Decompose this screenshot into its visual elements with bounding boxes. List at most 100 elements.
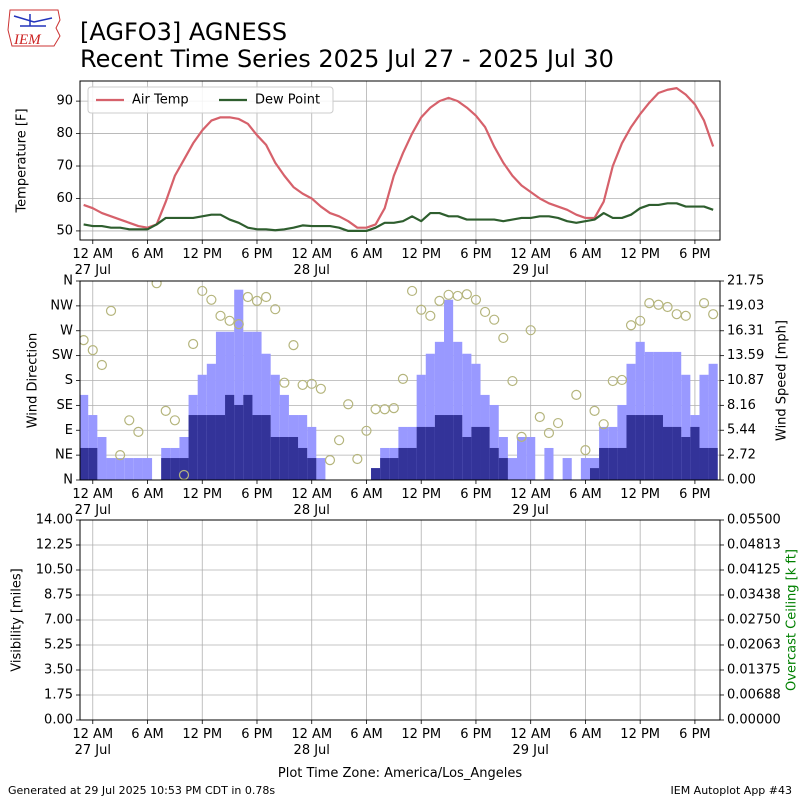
x-tick-label: 6 PM [679,727,710,742]
point [297,379,308,391]
y2-tick-label: 0.00 [727,473,756,488]
y-tick-label: S [65,373,73,388]
bar [124,458,134,480]
y2-tick-label: 13.59 [727,348,764,363]
point [534,411,545,423]
point [698,298,710,309]
x-tick-label: 6 AM [569,247,602,262]
logo-outline [7,9,61,47]
x-tick-label: 6 AM [569,487,602,502]
y-tick-label: 0.00 [44,713,73,728]
bar [434,415,445,480]
frame [79,280,721,481]
tick-label-line: 12 AM [510,727,551,742]
bar [690,426,700,480]
point [224,315,235,326]
point [470,294,482,305]
bar [699,374,709,480]
y-tick-label: E [65,423,73,438]
bar [699,447,709,480]
bar [115,458,125,480]
x-tick-label: 12 PM [401,487,441,502]
bar [672,351,682,480]
bar [179,458,189,480]
x-tick-label: 12 AM 29 Jul [510,727,551,758]
bar [197,415,207,480]
point [87,344,98,356]
x-tick-label: 6 PM [460,487,491,502]
x-tick-label: 12 PM [182,247,222,262]
x-tick-label: 6 AM [131,727,164,742]
point [206,294,217,305]
x-tick-label: 6 PM [241,487,272,502]
point [479,306,491,318]
y2-tick-label: 5.44 [727,423,756,438]
point [188,338,199,350]
point [525,325,536,336]
bar [444,299,454,480]
line [83,202,714,233]
point [580,445,591,456]
bar [298,415,308,480]
x-tick-label: 12 PM [182,487,222,502]
x-tick-label: 12 AM 28 Jul [291,247,332,278]
bar [252,331,262,480]
y-tick-label: W [60,323,73,338]
point [552,417,564,429]
y-tick-label: N [63,274,73,289]
bar [489,404,499,480]
y2-tick-label: 0.03438 [727,587,781,602]
x-tick-label: 12 PM [620,247,660,262]
tick-label-line: 12 AM [72,487,113,502]
point [261,291,272,303]
point [589,405,600,417]
bar [97,436,107,480]
x-tick-label: 12 PM [620,487,660,502]
y2-tick-label: 10.87 [727,373,764,388]
y2-tick-label: 0.01375 [727,663,781,678]
bar [188,415,198,480]
bar [562,458,572,480]
point [96,359,107,371]
point [406,285,418,297]
y2-axis-label: Wind Speed [mph] [775,320,790,441]
bar [608,447,618,480]
footer-left: Generated at 29 Jul 2025 10:53 PM CDT in… [8,784,275,797]
tick-label-line: 12 AM [291,487,332,502]
point [397,373,409,384]
bar [635,415,645,480]
bar [681,436,691,480]
legend-label: Dew Point [255,93,320,108]
tick-label-line: 29 Jul [513,263,549,278]
bar [444,415,454,480]
x-tick-label: 12 PM [401,727,441,742]
y2-tick-label: 19.03 [727,298,764,313]
plot-area [83,87,715,233]
y-tick-label: 90 [56,94,73,109]
y2-tick-label: 2.72 [727,448,756,463]
point [708,309,719,320]
y2-tick-label: 21.75 [727,274,764,289]
y-tick-label: 14.00 [36,513,73,528]
y2-tick-label: 0.00688 [727,687,781,702]
bar [526,436,536,480]
tick-label-line: 27 Jul [75,503,111,518]
point [160,405,171,417]
bar [635,341,645,480]
y-axis-label: Visibility [miles] [10,568,25,671]
y-tick-label: 60 [56,191,73,206]
bar [507,458,518,480]
point [507,375,518,387]
bar [544,447,554,480]
bar [681,374,691,480]
point [625,320,637,331]
y2-tick-label: 0.02063 [727,637,781,652]
chart-subtitle: Recent Time Series 2025 Jul 27 - 2025 Ju… [80,45,614,73]
bar [288,436,299,480]
point [461,289,472,300]
bar [617,447,627,480]
bar [80,394,89,480]
y-axis-label: Temperature [F] [15,108,30,213]
